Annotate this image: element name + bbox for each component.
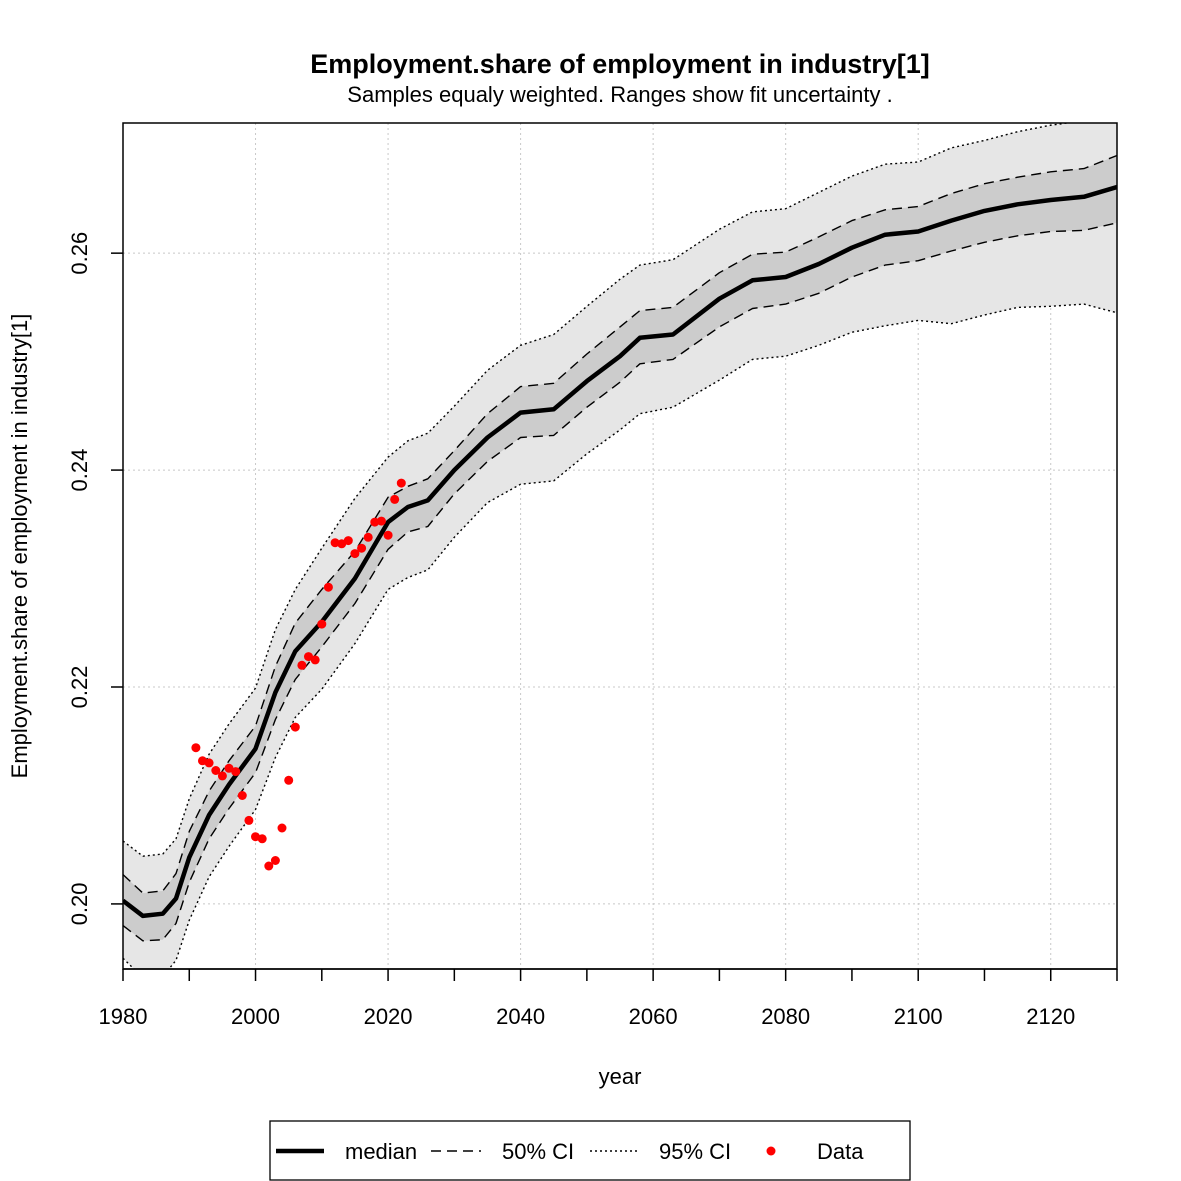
legend-ci95-label: 95% CI [659,1139,731,1164]
x-axis: 1980 2000 2020 2040 2060 2080 2100 2120 [99,968,1118,1029]
data-point [257,834,267,844]
y-tick-label: 0.22 [67,666,92,709]
data-point [370,517,380,527]
x-tick-label: 2000 [231,1004,280,1029]
x-tick-label: 2080 [761,1004,810,1029]
data-point [290,722,300,732]
data-point [376,516,386,526]
data-point [317,619,327,629]
data-point [264,861,274,871]
y-axis-label: Employment.share of employment in indust… [7,314,32,779]
series-lines [123,123,1117,969]
x-tick-label: 2040 [496,1004,545,1029]
data-point [237,791,247,800]
data-points [191,478,406,871]
median-line [123,184,1117,919]
data-point [390,494,400,504]
y-tick-label: 0.24 [67,449,92,492]
data-point [383,530,393,540]
data-point [231,767,241,777]
legend: median 50% CI 95% CI Data [269,1120,911,1181]
ci50-band [123,155,1117,941]
data-point [204,758,214,768]
data-point [297,660,307,670]
data-point [323,582,333,592]
legend-median-label: median [345,1139,417,1164]
data-point [304,652,313,662]
data-point [244,815,254,825]
data-point [270,856,280,865]
y-tick-label: 0.20 [67,882,92,925]
x-tick-label: 2100 [894,1004,943,1029]
data-point [284,775,294,785]
y-axis: 0.20 0.22 0.24 0.26 [67,232,123,925]
ci50-upper-line [123,154,1117,894]
legend-data-swatch [766,1146,776,1156]
chart-title: Employment.share of employment in indust… [310,49,930,79]
chart-subtitle: Samples equaly weighted. Ranges show fit… [347,82,892,107]
data-point [310,655,320,665]
x-tick-label: 2120 [1026,1004,1075,1029]
data-point [350,549,360,559]
data-point [363,532,373,542]
ci95-upper-line [123,123,1073,857]
data-point [357,543,367,553]
x-tick-label: 2060 [629,1004,678,1029]
legend-ci50-label: 50% CI [502,1139,574,1164]
x-tick-label: 1980 [99,1004,148,1029]
ci50-area [123,155,1117,941]
ci50-lower-line [123,222,1117,942]
data-point [211,766,221,775]
x-axis-label: year [599,1064,642,1089]
data-point [191,743,201,753]
data-point [277,823,287,833]
y-tick-label: 0.26 [67,232,92,275]
legend-data-label: Data [817,1139,864,1164]
data-point [217,771,227,781]
data-point [396,478,406,488]
x-tick-label: 2020 [364,1004,413,1029]
data-point [224,763,234,773]
data-point [343,536,353,546]
